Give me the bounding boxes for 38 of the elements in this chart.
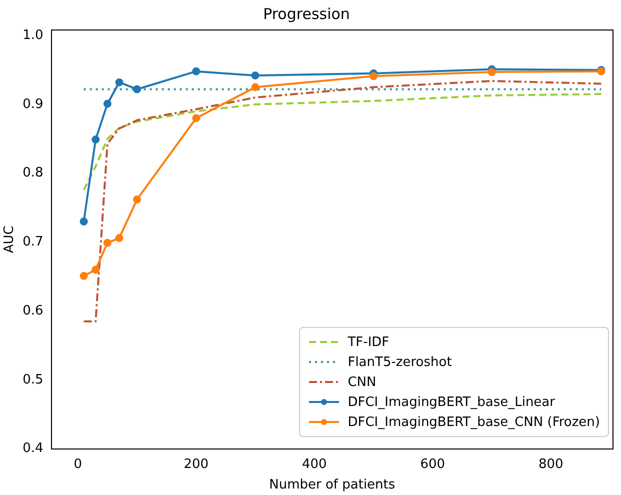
legend-label: FlanT5-zeroshot (348, 354, 452, 370)
x-tick-label: 400 (302, 456, 327, 472)
line-series (82, 80, 602, 322)
point (80, 217, 88, 226)
legend-label: TF-IDF (348, 334, 390, 350)
line-series (82, 93, 602, 191)
point (115, 234, 124, 242)
x-tick-label: 0 (74, 456, 82, 472)
y-tick-label: 0.9 (22, 96, 44, 112)
point (80, 272, 88, 280)
point (370, 72, 378, 80)
legend-label: CNN (348, 374, 376, 390)
y-tick-label: 0.4 (22, 441, 44, 456)
y-tick-label: 0.5 (22, 372, 44, 388)
point (115, 78, 124, 86)
x-tick-label: 600 (420, 456, 446, 472)
point (133, 195, 142, 204)
y-tick-label: 0.7 (22, 234, 44, 250)
y-tick-label: 0.6 (22, 303, 44, 318)
x-axis-title: Number of patients (269, 478, 396, 493)
x-tick-label: 800 (538, 456, 564, 472)
y-tick-label: 1.0 (22, 28, 44, 43)
point (133, 85, 142, 94)
point (103, 238, 112, 247)
point (92, 136, 100, 144)
y-axis-title: AUC (2, 226, 18, 254)
point (192, 67, 200, 76)
chart-title: Progression (263, 4, 350, 23)
point (251, 71, 260, 80)
legend-label: DFCI_ImagingBERT_base_CNN (Frozen) (348, 414, 600, 430)
point (488, 68, 496, 76)
x-tick-label: 200 (184, 456, 209, 472)
point (192, 114, 200, 122)
legend-label: DFCI_ImagingBERT_base_Linear (348, 394, 555, 410)
point (251, 83, 260, 92)
point (92, 266, 100, 274)
y-tick-label: 0.8 (22, 166, 44, 181)
point (103, 100, 112, 108)
